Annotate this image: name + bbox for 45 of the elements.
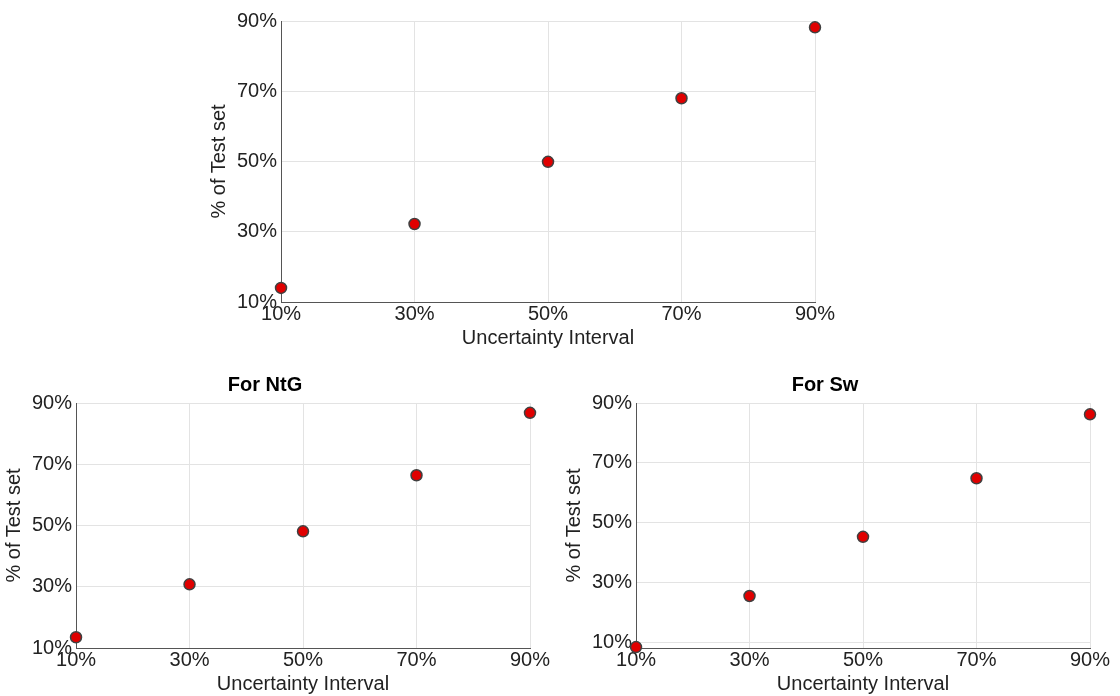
point [183, 578, 196, 591]
point [410, 469, 423, 482]
y-tick-label: 30% [32, 574, 73, 597]
x-tick-label: 50% [843, 647, 884, 670]
x-tick-label: 90% [509, 647, 551, 670]
x-tick-label: 30% [394, 301, 435, 324]
x-tick-label: 50% [283, 647, 324, 670]
chart-title: For NtG [227, 372, 303, 395]
point [408, 217, 421, 231]
chart-title: For Sw [791, 372, 859, 395]
y-axis-title: % of Test set [561, 468, 584, 583]
point [743, 589, 756, 603]
y-tick-label: 50% [32, 513, 73, 536]
point [523, 406, 537, 420]
point [808, 21, 822, 34]
x-axis-title: Uncertainty Interval [216, 671, 390, 694]
y-axis-title: % of Test set [1, 468, 24, 583]
y-tick-label: 50% [592, 510, 633, 533]
y-tick-label: 70% [237, 78, 278, 101]
x-axis-title: Uncertainty Interval [776, 671, 950, 694]
y-tick-label: 90% [592, 390, 633, 413]
x-tick-label: 70% [956, 647, 997, 670]
point [541, 155, 555, 169]
y-tick-label: 30% [592, 569, 633, 592]
y-tick-label: 50% [237, 149, 278, 172]
x-tick-label: 30% [169, 647, 210, 670]
point [274, 281, 288, 295]
y-tick-label: 90% [237, 8, 278, 31]
point [675, 92, 688, 105]
x-tick-label: 90% [794, 301, 836, 324]
x-axis-title: Uncertainty Interval [461, 325, 635, 348]
y-tick-label: 70% [592, 450, 633, 473]
point [296, 525, 310, 538]
point [856, 530, 870, 544]
x-tick-label: 30% [729, 647, 770, 670]
y-tick-label: 30% [237, 219, 278, 242]
x-tick-label: 90% [1069, 647, 1111, 670]
y-tick-label: 90% [32, 390, 73, 413]
x-tick-label: 50% [528, 301, 569, 324]
x-tick-label: 70% [396, 647, 437, 670]
y-tick-label: 70% [32, 451, 73, 474]
point [1083, 408, 1097, 421]
point [970, 472, 983, 485]
y-axis-title: % of Test set [206, 104, 229, 219]
x-tick-label: 70% [661, 301, 702, 324]
